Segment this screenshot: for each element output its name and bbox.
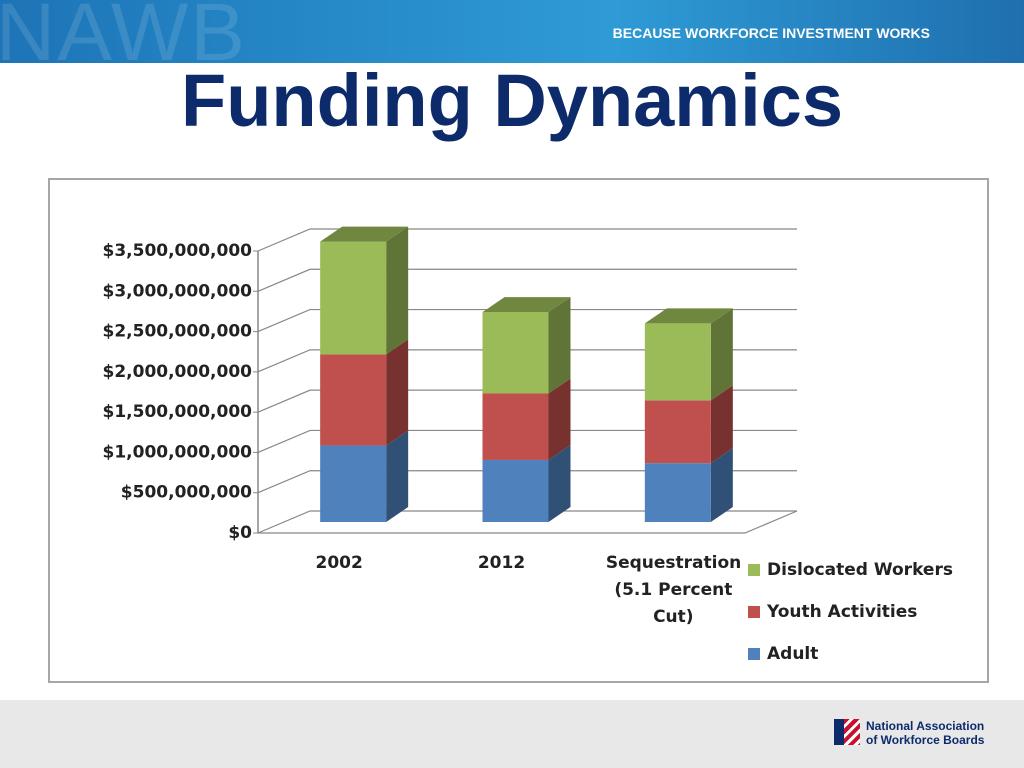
bar: [320, 445, 387, 522]
bar: [644, 400, 711, 464]
slide-title: Funding Dynamics: [181, 59, 843, 142]
bar-side: [386, 339, 409, 446]
bar-side: [386, 430, 409, 522]
grid-line: [257, 228, 797, 252]
grid-line: [257, 268, 797, 292]
y-tick-label: $3,500,000,000: [103, 241, 253, 261]
y-tick-label: $2,000,000,000: [103, 362, 253, 382]
tagline: BECAUSE WORKFORCE INVESTMENT WORKS: [612, 25, 930, 41]
bar-side: [710, 385, 733, 464]
legend-label: Youth Activities: [766, 602, 917, 622]
y-tick-label: $1,000,000,000: [103, 442, 253, 462]
bar: [320, 354, 387, 446]
logo-flag: [834, 719, 860, 745]
x-tick-label: 2012: [477, 553, 526, 573]
logo-text: National Association of Workforce Boards: [866, 719, 984, 747]
legend-swatch: [748, 564, 760, 576]
bar-side: [548, 444, 571, 522]
grid-line: [257, 470, 797, 494]
x-tick-label: 2002: [315, 553, 363, 573]
logo-line: of Workforce Boards: [866, 733, 985, 747]
brand: NAWB: [0, 0, 247, 78]
grid-line: [257, 308, 797, 333]
bar-top: [320, 226, 409, 242]
bar: [644, 463, 711, 522]
y-tick-label: $0: [228, 523, 252, 543]
grid-line: [257, 429, 797, 453]
grid-line: [257, 349, 797, 373]
y-tick-label: $1,500,000,000: [103, 402, 253, 422]
bar: [482, 459, 549, 522]
grid-line: [257, 510, 797, 534]
x-tick-label: Sequestration (5.1 Percent Cut): [605, 553, 742, 627]
bar: [482, 312, 549, 394]
legend-swatch: [748, 606, 760, 618]
y-tick-label: $2,500,000,000: [103, 322, 253, 342]
bar-side: [386, 226, 409, 355]
bar-top: [644, 308, 733, 324]
bar-side: [710, 308, 733, 401]
header-band: NAWB BECAUSE WORKFORCE INVESTMENT WORKS: [0, 0, 1024, 78]
bar-side: [548, 297, 571, 394]
legend-label: Dislocated Workers: [767, 560, 953, 580]
legend-swatch: [748, 648, 760, 660]
bar: [644, 323, 711, 401]
bar: [482, 393, 549, 460]
bar-top: [482, 297, 571, 313]
y-tick-label: $500,000,000: [121, 483, 252, 503]
legend-label: Adult: [767, 644, 818, 664]
grid-line: [257, 389, 797, 413]
y-tick-label: $3,000,000,000: [103, 281, 253, 301]
bar: [320, 241, 387, 355]
floor-edge: [258, 510, 798, 534]
logo-line: National Association: [866, 719, 985, 733]
bar-side: [710, 448, 733, 522]
bar-side: [548, 378, 571, 460]
